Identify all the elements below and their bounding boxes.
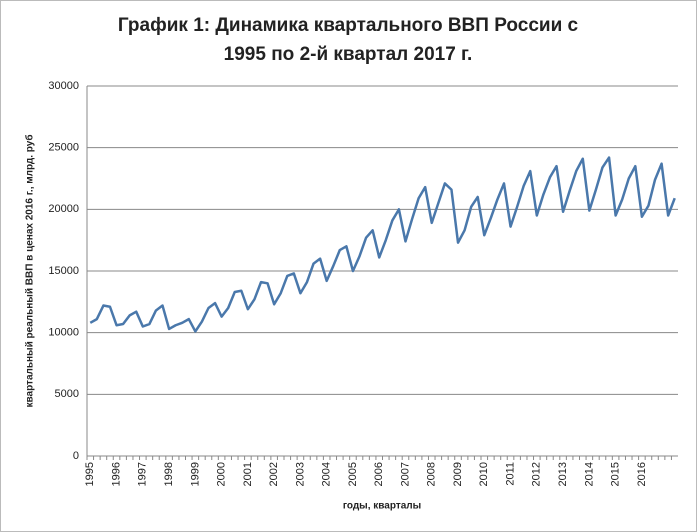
y-tick-label: 25000	[48, 142, 79, 154]
y-tick-label: 15000	[48, 265, 79, 277]
x-tick-label: 2013	[557, 462, 569, 486]
x-tick-label: 2002	[268, 462, 280, 486]
y-tick-label: 5000	[55, 388, 79, 400]
x-tick-label: 2007	[399, 462, 411, 486]
x-tick-label: 1997	[137, 462, 149, 486]
x-tick-label: 2006	[373, 462, 385, 486]
x-tick-label: 2009	[452, 462, 464, 486]
x-tick-label: 1995	[84, 462, 96, 486]
y-tick-label: 20000	[48, 203, 79, 215]
x-tick-label: 2005	[347, 462, 359, 486]
x-tick-label: 2016	[636, 462, 648, 486]
x-tick-label: 2011	[504, 462, 516, 486]
x-tick-label: 1998	[163, 462, 175, 486]
chart-title: 1995 по 2-й квартал 2017 г.	[224, 44, 473, 65]
x-tick-label: 2008	[426, 462, 438, 486]
x-tick-label: 2015	[610, 462, 622, 486]
x-tick-label: 2010	[478, 462, 490, 486]
x-tick-label: 2012	[531, 462, 543, 486]
y-tick-label: 10000	[48, 327, 79, 339]
x-tick-label: 2003	[294, 462, 306, 486]
x-tick-label: 2004	[321, 462, 333, 486]
x-tick-label: 2001	[242, 462, 254, 486]
line-series	[89, 156, 676, 333]
x-tick-label: 1999	[189, 462, 201, 486]
x-tick-label: 1996	[110, 462, 122, 486]
y-axis-title: квартальный реальный ВВП в ценах 2016 г.…	[24, 135, 36, 408]
y-tick-label: 0	[73, 450, 79, 462]
x-tick-label: 2000	[216, 462, 228, 486]
x-axis-title: годы, кварталы	[343, 501, 421, 512]
x-tick-label: 2014	[583, 462, 595, 486]
chart-title: График 1: Динамика квартального ВВП Росс…	[118, 15, 579, 36]
y-tick-label: 30000	[48, 80, 79, 92]
